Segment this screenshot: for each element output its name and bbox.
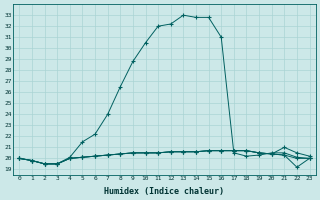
X-axis label: Humidex (Indice chaleur): Humidex (Indice chaleur) — [104, 187, 224, 196]
